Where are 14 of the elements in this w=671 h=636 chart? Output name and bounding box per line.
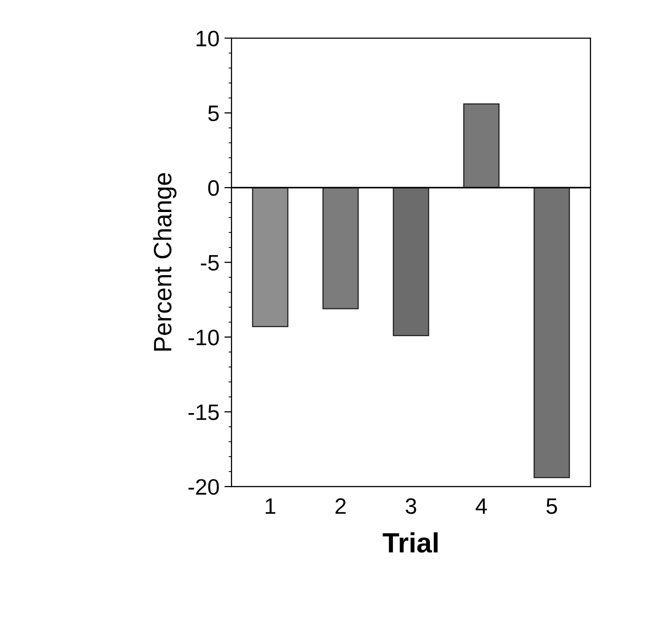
y-axis-title: Percent Change (153, 173, 176, 351)
y-tick-label: -15 (188, 404, 219, 420)
x-tick-label: 5 (546, 498, 558, 514)
x-tick-label: 2 (336, 498, 346, 514)
x-tick-label: 1 (266, 498, 276, 514)
x-tick-label: 4 (476, 498, 487, 514)
y-tick-label: -10 (188, 330, 219, 346)
x-tick-label: 3 (406, 498, 416, 514)
y-tick-label: -20 (188, 479, 219, 495)
x-axis-title: Trial (382, 532, 438, 553)
y-tick-label: 0 (208, 180, 219, 196)
y-tick-label: -5 (200, 255, 219, 271)
y-tick-label: 10 (196, 30, 219, 46)
y-tick-label: 5 (208, 106, 219, 122)
